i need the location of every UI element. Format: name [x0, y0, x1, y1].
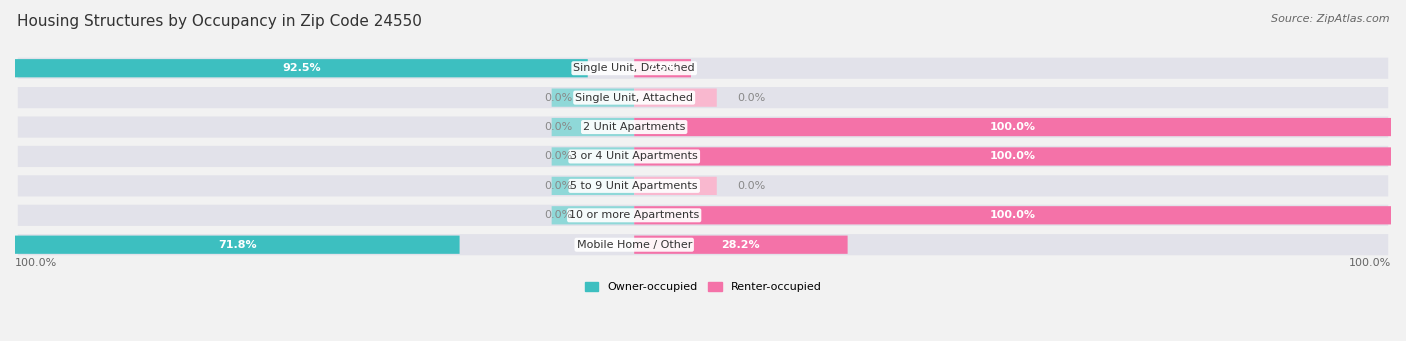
Text: Source: ZipAtlas.com: Source: ZipAtlas.com [1271, 14, 1389, 24]
FancyBboxPatch shape [18, 87, 1388, 108]
FancyBboxPatch shape [18, 205, 1388, 226]
FancyBboxPatch shape [634, 236, 848, 254]
Text: 0.0%: 0.0% [544, 93, 572, 103]
FancyBboxPatch shape [634, 177, 717, 195]
FancyBboxPatch shape [15, 236, 460, 254]
Text: 100.0%: 100.0% [990, 151, 1036, 162]
Text: Mobile Home / Other: Mobile Home / Other [576, 240, 692, 250]
FancyBboxPatch shape [551, 89, 634, 107]
Text: 7.5%: 7.5% [647, 63, 678, 73]
FancyBboxPatch shape [551, 206, 634, 224]
FancyBboxPatch shape [18, 117, 1388, 138]
Text: 100.0%: 100.0% [990, 122, 1036, 132]
Text: 5 to 9 Unit Apartments: 5 to 9 Unit Apartments [571, 181, 697, 191]
FancyBboxPatch shape [551, 118, 634, 136]
Text: 100.0%: 100.0% [990, 210, 1036, 220]
Text: 3 or 4 Unit Apartments: 3 or 4 Unit Apartments [571, 151, 697, 162]
FancyBboxPatch shape [634, 89, 717, 107]
Text: 0.0%: 0.0% [544, 181, 572, 191]
Text: 28.2%: 28.2% [721, 240, 761, 250]
FancyBboxPatch shape [18, 175, 1388, 196]
FancyBboxPatch shape [18, 234, 1388, 255]
FancyBboxPatch shape [634, 147, 1391, 166]
Text: 92.5%: 92.5% [283, 63, 321, 73]
FancyBboxPatch shape [634, 59, 690, 77]
Text: 100.0%: 100.0% [15, 258, 58, 268]
Text: Single Unit, Attached: Single Unit, Attached [575, 93, 693, 103]
Text: 10 or more Apartments: 10 or more Apartments [569, 210, 699, 220]
Legend: Owner-occupied, Renter-occupied: Owner-occupied, Renter-occupied [581, 278, 825, 297]
Text: 100.0%: 100.0% [1348, 258, 1391, 268]
FancyBboxPatch shape [18, 146, 1388, 167]
Text: 0.0%: 0.0% [737, 93, 766, 103]
FancyBboxPatch shape [634, 118, 1391, 136]
FancyBboxPatch shape [15, 59, 588, 77]
Text: 0.0%: 0.0% [544, 210, 572, 220]
Text: 0.0%: 0.0% [737, 181, 766, 191]
FancyBboxPatch shape [551, 177, 634, 195]
Text: 0.0%: 0.0% [544, 151, 572, 162]
Text: 2 Unit Apartments: 2 Unit Apartments [583, 122, 685, 132]
Text: 0.0%: 0.0% [544, 122, 572, 132]
Text: Single Unit, Detached: Single Unit, Detached [574, 63, 695, 73]
Text: 71.8%: 71.8% [218, 240, 257, 250]
FancyBboxPatch shape [18, 58, 1388, 79]
FancyBboxPatch shape [551, 147, 634, 166]
Text: Housing Structures by Occupancy in Zip Code 24550: Housing Structures by Occupancy in Zip C… [17, 14, 422, 29]
FancyBboxPatch shape [634, 206, 1391, 224]
